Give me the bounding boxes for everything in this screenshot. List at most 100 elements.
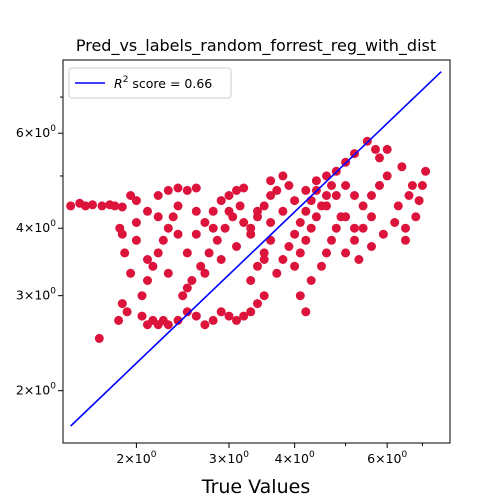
- scatter-point: [306, 196, 316, 206]
- scatter-point: [317, 261, 326, 271]
- scatter-point: [350, 235, 359, 245]
- scatter-point: [327, 235, 336, 245]
- scatter-point: [266, 191, 276, 200]
- scatter-point: [295, 248, 305, 258]
- scatter-point: [158, 235, 168, 245]
- scatter-point: [331, 191, 341, 200]
- scatter-point: [358, 201, 368, 211]
- legend: R2 score = 0.66: [68, 67, 232, 99]
- scatter-point: [259, 255, 269, 264]
- scatter-point: [88, 200, 97, 210]
- scatter-point: [143, 255, 152, 264]
- scatter-point: [235, 201, 245, 211]
- scatter-point: [401, 223, 410, 233]
- scatter-point: [191, 183, 201, 193]
- scatter-point: [66, 201, 76, 211]
- y-tick-label: 6×100: [16, 124, 56, 140]
- scatter-point: [354, 255, 364, 264]
- scatter-point: [187, 276, 197, 285]
- scatter-point: [246, 276, 256, 285]
- scatter-point: [131, 218, 141, 227]
- scatter-point: [200, 218, 210, 227]
- scatter-point: [278, 206, 288, 216]
- scatter-point: [114, 315, 124, 325]
- scatter-point: [367, 212, 376, 222]
- scatter-point: [81, 201, 90, 211]
- scatter-point: [301, 307, 311, 317]
- scatter-point: [290, 229, 300, 239]
- scatter-point: [350, 223, 359, 233]
- scatter-point: [404, 191, 414, 200]
- scatter-point: [417, 181, 427, 190]
- scatter-point: [246, 307, 256, 317]
- scatter-point: [117, 202, 127, 212]
- scatter-point: [322, 201, 331, 211]
- scatter-point: [232, 315, 241, 325]
- scatter-point: [232, 242, 241, 251]
- scatter-point: [173, 183, 183, 193]
- scatter-point: [259, 291, 269, 301]
- scatter-point: [390, 218, 400, 227]
- scatter-point: [232, 185, 241, 195]
- scatter-point: [259, 248, 269, 258]
- scatter-point: [153, 248, 163, 258]
- legend-label: R2 score = 0.66: [114, 75, 212, 91]
- scatter-point: [239, 218, 249, 227]
- scatter-point: [148, 261, 158, 271]
- plot-frame: [62, 59, 451, 444]
- scatter-point: [253, 261, 262, 271]
- scatter-point: [224, 191, 234, 200]
- scatter-point: [122, 307, 132, 317]
- scatter-point: [253, 206, 262, 216]
- scatter-point: [358, 223, 368, 233]
- scatter-point: [253, 299, 262, 309]
- scatter-point: [397, 162, 407, 172]
- scatter-point: [110, 201, 120, 211]
- x-tick-label: 2×100: [116, 450, 156, 466]
- scatter-point: [224, 311, 234, 321]
- x-tick-label: 3×100: [209, 450, 249, 466]
- scatter-point: [322, 191, 331, 200]
- scatter-point: [290, 196, 300, 206]
- scatter-point: [220, 223, 230, 233]
- scatter-point: [115, 223, 125, 233]
- scatter-point: [378, 229, 388, 239]
- scatter-series: [66, 136, 431, 343]
- scatter-point: [322, 248, 331, 258]
- scatter-point: [301, 206, 311, 216]
- y-tick-label: 3×100: [16, 287, 56, 303]
- scatter-point: [143, 206, 152, 216]
- scatter-point: [126, 268, 136, 278]
- y-tick-label: 4×100: [16, 219, 56, 235]
- scatter-point: [97, 201, 107, 211]
- scatter-point: [367, 191, 376, 200]
- scatter-point: [341, 181, 351, 190]
- scatter-point: [224, 206, 234, 216]
- scatter-point: [295, 291, 305, 301]
- chart-title: Pred_vs_labels_random_forrest_reg_with_d…: [76, 36, 436, 56]
- scatter-point: [137, 291, 147, 301]
- scatter-point: [421, 166, 431, 176]
- scatter-point: [341, 212, 351, 222]
- scatter-point: [306, 223, 316, 233]
- scatter-point: [153, 191, 163, 200]
- scatter-point: [375, 153, 384, 163]
- scatter-point: [216, 307, 226, 317]
- scatter-point: [278, 171, 288, 181]
- scatter-point: [200, 320, 210, 330]
- scatter-point: [120, 248, 130, 258]
- scatter-point: [301, 185, 311, 195]
- scatter-point: [284, 242, 294, 251]
- x-axis-label: True Values: [201, 476, 310, 498]
- scatter-point: [216, 255, 226, 264]
- scatter-point: [371, 144, 380, 154]
- scatter-point: [163, 223, 173, 233]
- y-axis: 2×100 3×100 4×100 6×100: [16, 96, 63, 398]
- legend-box: [68, 67, 232, 99]
- legend-label-rest: score = 0.66: [128, 76, 212, 91]
- scatter-point: [382, 144, 392, 154]
- scatter-point: [196, 261, 206, 271]
- scatter-point: [375, 181, 384, 190]
- scatter-point: [117, 299, 127, 309]
- scatter-point: [272, 268, 282, 278]
